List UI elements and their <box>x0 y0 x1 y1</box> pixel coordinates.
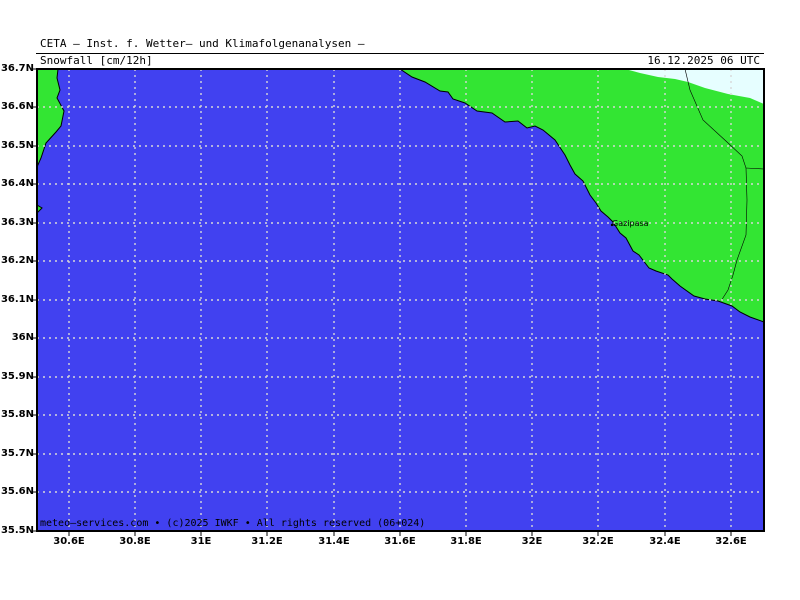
snowfall-area <box>625 69 764 104</box>
city-marker <box>610 223 614 227</box>
lon-label: 31.8E <box>450 536 482 547</box>
axis-ticks <box>31 68 732 536</box>
province-boundary-east <box>745 167 765 170</box>
lat-label: 36.3N <box>0 217 34 228</box>
lat-label: 35.9N <box>0 371 34 382</box>
lon-label: 31E <box>190 536 212 547</box>
lon-label: 31.6E <box>384 536 416 547</box>
land-west <box>36 68 65 168</box>
lat-lon-grid <box>37 69 764 531</box>
map-title: CETA — Inst. f. Wetter— und Klimafolgena… <box>40 37 365 50</box>
lat-label: 36.4N <box>0 178 34 189</box>
lat-label: 35.8N <box>0 409 34 420</box>
lon-label: 32E <box>521 536 543 547</box>
parameter-label: Snowfall [cm/12h] <box>40 54 153 67</box>
lat-label: 35.6N <box>0 486 34 497</box>
lat-label: 36.5N <box>0 140 34 151</box>
copyright-notice: meteo—services.com • (c)2025 IWKF • All … <box>40 518 426 529</box>
lon-label: 30.6E <box>53 536 85 547</box>
lat-label: 36N <box>11 332 34 343</box>
lat-label: 36.6N <box>0 101 34 112</box>
city-label: Gazipasa <box>612 219 649 228</box>
lon-label: 32.6E <box>715 536 747 547</box>
lat-label: 36.7N <box>0 63 34 74</box>
header-divider <box>36 53 764 54</box>
lat-label: 36.2N <box>0 255 34 266</box>
lat-label: 35.5N <box>0 525 34 536</box>
lon-label: 31.4E <box>318 536 350 547</box>
lon-label: 32.4E <box>649 536 681 547</box>
lat-label: 36.1N <box>0 294 34 305</box>
lon-label: 32.2E <box>582 536 614 547</box>
valid-time: 16.12.2025 06 UTC <box>647 54 760 67</box>
lon-label: 31.2E <box>251 536 283 547</box>
lon-label: 30.8E <box>119 536 151 547</box>
lat-label: 35.7N <box>0 448 34 459</box>
